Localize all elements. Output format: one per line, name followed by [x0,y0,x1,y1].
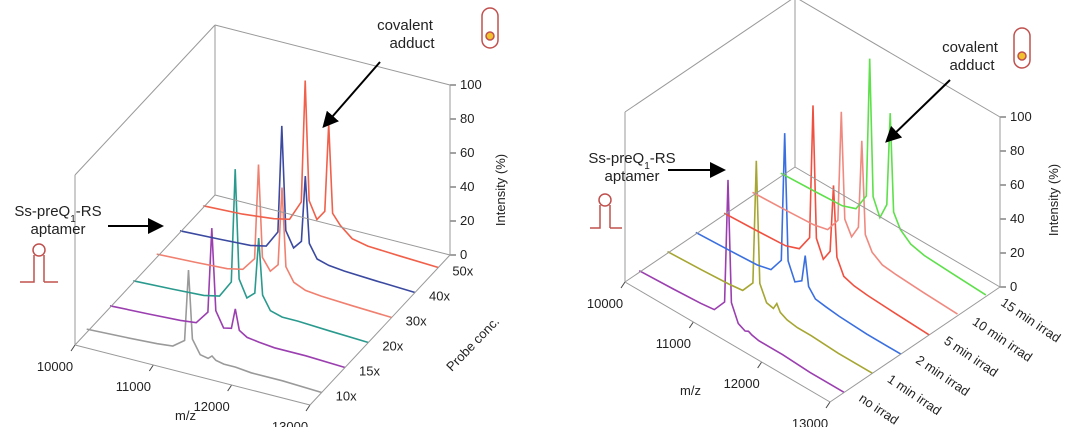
x-tick-label: 13000 [792,416,828,427]
arrow [322,61,381,129]
axis-frame [624,281,831,403]
x-tick [620,281,626,289]
rna-icon [481,7,1031,69]
y-tick-label: 0 [1010,279,1017,294]
spectrum-line [667,160,873,374]
x-tick [227,384,233,392]
annotation: aptamer [604,168,659,185]
axis-frame [799,0,1001,118]
x-tick-label: 10000 [37,359,73,374]
y-tick-label: 40 [1010,211,1024,226]
x-tick-label: 12000 [194,399,230,414]
annotation: covalent [377,17,434,34]
y-tick-label: 20 [1010,245,1024,260]
axis-frame [74,194,216,346]
spectrum-line [723,105,930,336]
spectrum-line [638,179,845,394]
axis-frame [624,166,796,283]
y-axis-title: Intensity (%) [1046,164,1061,236]
annotation: covalent [942,39,999,56]
axis-frame [214,24,451,86]
x-tick [148,364,154,372]
series-label: no irrad [856,390,901,427]
annotation: adduct [949,57,995,74]
series-label: 50x [452,264,473,279]
axis-frame [214,194,451,256]
y-tick-label: 0 [460,247,467,262]
y-tick-label: 60 [1010,177,1024,192]
annotation: Ss-preQ1-RS [14,203,101,225]
x-tick-label: 11000 [116,379,151,394]
axis-frame [74,24,216,176]
spectrum-line [86,270,322,394]
x-tick [70,344,76,352]
spectrum-line [203,80,439,269]
spectrum-line [133,169,369,344]
axis-frame [624,0,792,113]
y-tick-label: 100 [1010,109,1032,124]
x-tick [825,401,831,409]
y-axis-title: Intensity (%) [493,154,508,226]
x-tick-label: 12000 [724,376,760,391]
y-tick-label: 40 [460,179,474,194]
annotation: Ss-preQ1-RS [588,150,675,172]
spectrum-line [780,58,987,296]
y-tick-label: 100 [460,77,482,92]
x-axis-title: m/z [680,383,701,398]
x-tick [305,404,311,412]
axis-frame [74,344,311,406]
series-label: 20x [382,339,403,354]
series-label: 30x [406,314,427,329]
x-tick-label: 11000 [656,336,691,351]
x-tick-label: 13000 [272,419,308,427]
rna-icon [590,193,622,229]
spectrum-line [156,164,392,319]
x-tick [688,321,694,329]
y-tick-label: 80 [460,111,474,126]
spectrum-line [695,133,902,355]
annotation: adduct [389,35,435,52]
y-tick-label: 80 [1010,143,1024,158]
y-tick-label: 20 [460,213,474,228]
x-tick-label: 10000 [587,296,623,311]
x-axis-title: m/z [175,408,196,423]
spectrum-line [179,125,416,294]
arrow [885,79,951,143]
spectrum-line [752,111,958,315]
y-tick-label: 60 [460,145,474,160]
series-label: 40x [429,289,450,304]
x-tick [757,361,763,369]
axis-frame [309,254,451,406]
annotation: aptamer [30,221,85,238]
axis-frame [829,286,1001,403]
axis-frame [794,166,1001,288]
spectrum-line [109,228,346,369]
series-label: 15x [359,364,380,379]
z-axis-title: Probe conc. [443,314,502,374]
rna-icon [20,243,58,283]
series-label: 10x [336,389,357,404]
